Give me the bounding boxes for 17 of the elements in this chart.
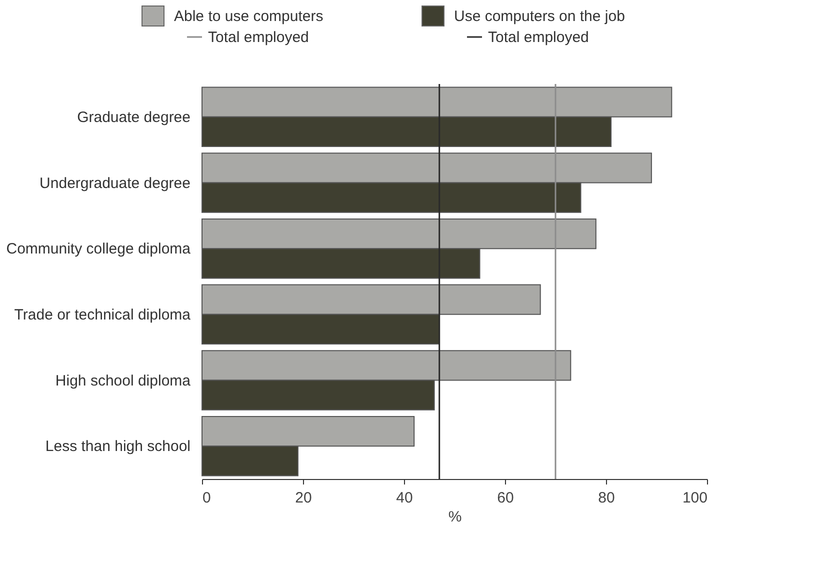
x-tick-label: 60 bbox=[497, 490, 514, 506]
legend-label: Total employed bbox=[208, 29, 309, 46]
x-tick-label: 20 bbox=[295, 490, 312, 506]
y-tick-label: High school diploma bbox=[55, 372, 192, 390]
y-tick-label: Less than high school bbox=[45, 438, 190, 456]
x-axis-title: % bbox=[448, 508, 462, 526]
y-tick-label: Community college diploma bbox=[6, 240, 192, 258]
x-tick-label: 0 bbox=[202, 490, 211, 506]
x-tick-label: 40 bbox=[396, 490, 413, 506]
y-tick-label: Trade or technical diploma bbox=[14, 306, 192, 324]
legend-label: Able to use computers bbox=[174, 8, 324, 25]
y-tick-label: Graduate degree bbox=[77, 108, 190, 126]
x-tick-label: 100 bbox=[682, 490, 708, 506]
y-tick-label: Undergraduate degree bbox=[40, 174, 190, 192]
legend-label: Use computers on the job bbox=[454, 8, 625, 25]
x-tick-label: 80 bbox=[598, 490, 615, 506]
legend-label: Total employed bbox=[488, 29, 589, 46]
